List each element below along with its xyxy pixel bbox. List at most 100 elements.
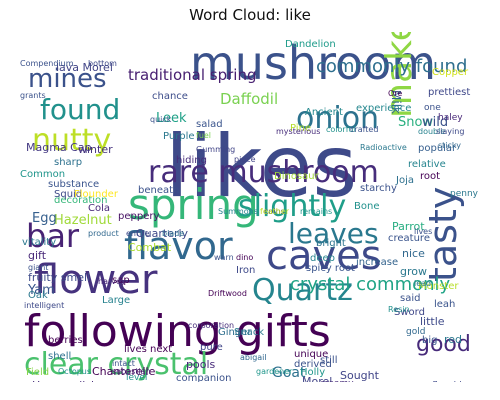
cloud-word: slaying	[436, 127, 465, 136]
cloud-word: crafted	[350, 125, 379, 134]
cloud-word: Magma Cap	[26, 141, 92, 154]
cloud-word: gold	[406, 327, 426, 337]
cloud-word: Joja	[396, 175, 414, 186]
cloud-word: Octopus	[58, 367, 92, 376]
cloud-word: nice	[402, 247, 425, 260]
cloud-word: intelligent	[24, 301, 65, 310]
cloud-word: lava Morel	[56, 61, 113, 74]
cloud-word: Copper	[432, 67, 469, 78]
cloud-word: Snack	[234, 327, 265, 338]
cloud-word: Large	[102, 295, 131, 306]
cloud-word: piece	[234, 155, 256, 164]
cloud-word: quick	[150, 115, 172, 124]
cloud-word: Hazelnut	[54, 213, 112, 228]
cloud-word: salad	[196, 119, 223, 130]
cloud-word: rare mushroom	[148, 155, 379, 190]
cloud-word: haley	[438, 113, 463, 123]
cloud-word: Radioactive	[360, 143, 407, 152]
cloud-word: one	[424, 103, 441, 113]
cloud-word: mushroom	[190, 36, 437, 90]
cloud-word: Cola	[88, 203, 111, 214]
cloud-word: Dinosaur	[274, 171, 319, 182]
cloud-word: experience	[356, 103, 412, 114]
cloud-word: Ginger	[218, 327, 252, 338]
cloud-word: nutty	[32, 123, 112, 158]
cloud-word: Chanterelle	[92, 365, 156, 378]
cloud-word: Parrot	[392, 220, 425, 233]
cloud-word: coins	[264, 207, 285, 216]
cloud-word: intact	[112, 359, 135, 368]
cloud-word: Monster	[418, 281, 459, 292]
cloud-word: leaves	[288, 217, 379, 250]
cloud-word: sticky	[438, 141, 462, 150]
cloud-word: Yam	[28, 283, 55, 298]
cloud-word: chance	[152, 91, 188, 102]
cloud-word: starchy	[360, 183, 397, 194]
cloud-word: Resin	[388, 305, 410, 314]
cloud-word: fuel	[196, 131, 212, 140]
cloud-word: sap	[112, 275, 130, 286]
cloud-word: Pine	[290, 123, 312, 134]
cloud-word: bar	[26, 217, 80, 255]
cloud-word: root	[420, 171, 441, 182]
cloud-word: warn	[214, 253, 234, 262]
cloud-word: Egg	[32, 211, 57, 226]
cloud-word: increase	[356, 257, 399, 268]
cloud-word: Squid	[54, 189, 83, 200]
cloud-word: relative	[408, 159, 446, 170]
cloud-word: berries	[48, 335, 83, 346]
cloud-word: popular	[418, 143, 457, 154]
cloud-word: Gumming	[196, 145, 236, 154]
cloud-word: Ancient	[305, 107, 343, 118]
cloud-word: fruity smell	[28, 271, 91, 284]
cloud-word: Ore	[388, 89, 403, 98]
cloud-word: onion	[296, 101, 380, 136]
cloud-word: flavor	[124, 224, 233, 268]
cloud-word: harvey	[98, 277, 126, 286]
cloud-word: lives	[414, 227, 433, 236]
cloud-word: sharp	[54, 157, 83, 168]
cloud-word: winter	[78, 143, 113, 156]
cloud-word: traditional spring	[128, 66, 257, 84]
cloud-word: crystal commonly	[290, 274, 451, 295]
cloud-word: Goat	[272, 365, 306, 381]
cloud-word: caves	[266, 233, 382, 279]
cloud-word: Horseradish	[32, 380, 98, 382]
cloud-word: clear crystal	[24, 347, 209, 382]
cloud-word: decoration	[54, 195, 108, 206]
cloud-word: feather	[260, 207, 290, 216]
cloud-word: penny	[450, 189, 478, 199]
cloud-word: grow	[400, 265, 427, 278]
cloud-word: giant	[28, 263, 49, 272]
cloud-word: Purple	[163, 131, 195, 142]
cloud-word: blade	[162, 229, 185, 238]
cloud-word: derived	[294, 359, 332, 370]
cloud-word: mysterious	[276, 127, 321, 136]
cloud-word: Quarterly	[136, 227, 189, 240]
cloud-word: likes	[165, 117, 358, 217]
cloud-word: beneath	[138, 185, 180, 196]
cloud-word: Flounder	[74, 189, 118, 200]
cloud-word: found	[40, 93, 121, 126]
cloud-word: still	[320, 355, 338, 366]
cloud-word: good	[416, 332, 471, 357]
cloud-word: remains	[300, 207, 333, 216]
cloud-word: sebastian	[112, 367, 151, 376]
cloud-word: shell	[48, 351, 72, 362]
cloud-word: red	[444, 333, 463, 346]
cloud-word: creamy	[320, 380, 354, 383]
cloud-word: double	[418, 127, 446, 136]
cloud-word: bright	[316, 238, 346, 249]
cloud-word: corporation	[188, 321, 235, 330]
cloud-word: said	[400, 293, 421, 304]
cloud-word: level	[126, 373, 148, 383]
cloud-word: vitality	[22, 237, 57, 248]
cloud-word: lead	[414, 279, 432, 288]
cloud-word: lives next	[124, 344, 173, 355]
cloud-word: pools	[186, 358, 216, 371]
cloud-word: grants	[20, 91, 46, 100]
cloud-word: peppery	[118, 211, 160, 222]
cloud-word: wild	[422, 115, 449, 130]
cloud-word: companion	[176, 373, 232, 383]
cloud-word: Summons	[218, 207, 258, 216]
